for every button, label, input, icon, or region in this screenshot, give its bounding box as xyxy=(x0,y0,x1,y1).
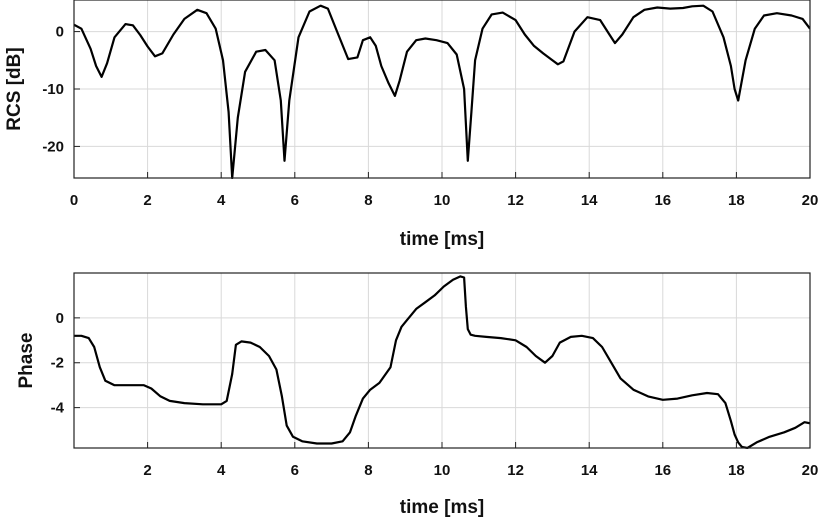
phase-xtick-label-2: 6 xyxy=(291,462,299,479)
rcs-ytick-label-2: 0 xyxy=(56,24,64,41)
rcs-ylabel: RCS [dB] xyxy=(4,47,25,130)
rcs-xtick-label-8: 16 xyxy=(654,192,671,209)
phase-xtick-label-6: 14 xyxy=(581,462,598,479)
rcs-ytick-label-1: -10 xyxy=(42,81,64,98)
rcs-xtick-label-6: 12 xyxy=(507,192,524,209)
rcs-xtick-label-10: 20 xyxy=(802,192,819,209)
phase-xtick-label-0: 2 xyxy=(143,462,151,479)
phase-xtick-label-9: 20 xyxy=(802,462,819,479)
phase-plot: 2 4 6 8 10 12 14 16 18 20 -4 -2 0 time [ms] Phase xyxy=(16,272,819,518)
rcs-series-line-0 xyxy=(74,4,810,179)
rcs-xtick-label-4: 8 xyxy=(364,192,372,209)
rcs-xtick-label-2: 4 xyxy=(217,192,226,209)
phase-xlabel: time [ms] xyxy=(400,497,484,518)
rcs-xtick-label-1: 2 xyxy=(143,192,151,209)
phase-xtick-label-5: 12 xyxy=(507,462,524,479)
rcs-xlabel: time [ms] xyxy=(400,229,484,250)
rcs-xtick-label-9: 18 xyxy=(728,192,745,209)
phase-xtick-label-8: 18 xyxy=(728,462,745,479)
phase-ytick-label-0: -4 xyxy=(51,400,65,417)
phase-ytick-label-2: 0 xyxy=(56,310,64,327)
phase-xtick-label-1: 4 xyxy=(217,462,226,479)
rcs-xtick-label-3: 6 xyxy=(291,192,299,209)
phase-xtick-label-4: 10 xyxy=(434,462,451,479)
phase-ylabel: Phase xyxy=(16,333,37,389)
phase-ytick-label-1: -2 xyxy=(51,355,64,372)
rcs-xtick-label-7: 14 xyxy=(581,192,598,209)
phase-xtick-label-3: 8 xyxy=(364,462,372,479)
rcs-plot: 0 2 4 6 8 10 12 14 16 18 20 -20 -10 0 time [ms] RCS [dB… xyxy=(4,0,818,250)
rcs-ytick-label-0: -20 xyxy=(42,138,64,155)
phase-xtick-label-7: 16 xyxy=(654,462,671,479)
phase-series-line-0 xyxy=(74,275,810,449)
rcs-xtick-label-5: 10 xyxy=(434,192,451,209)
rcs-xtick-label-0: 0 xyxy=(70,192,78,209)
